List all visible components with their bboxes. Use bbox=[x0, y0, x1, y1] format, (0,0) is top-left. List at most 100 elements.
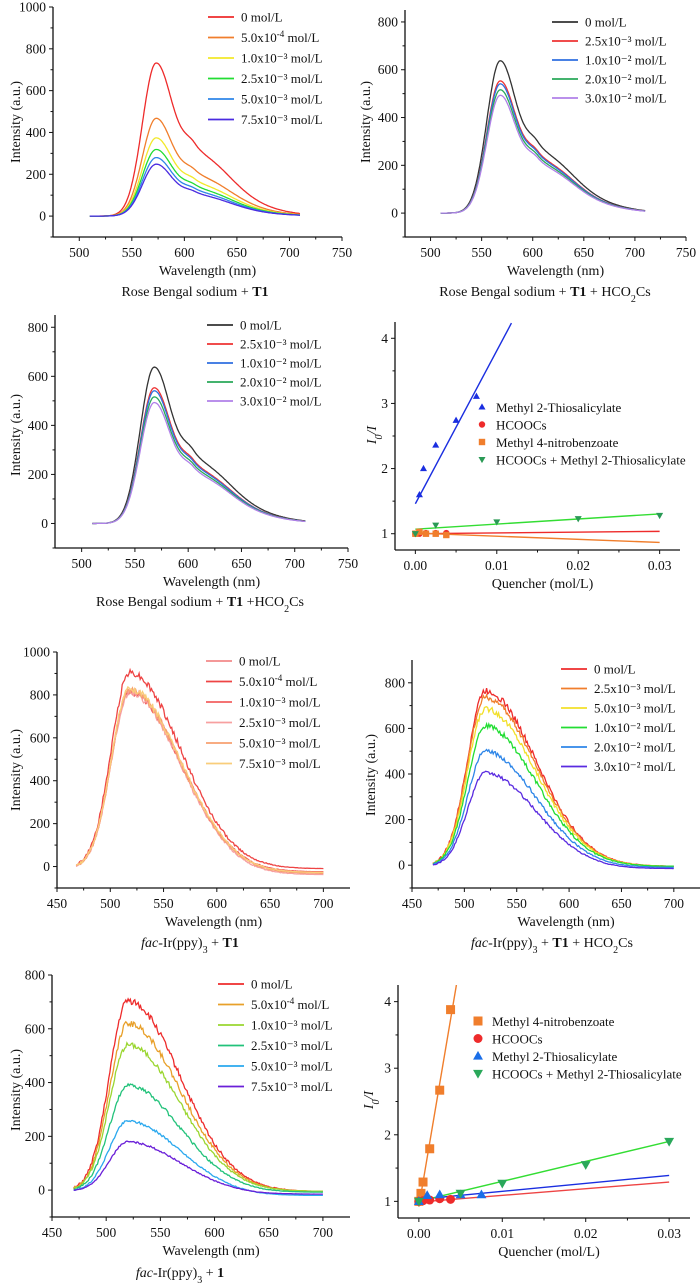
y-axis-label: Intensity (a.u.) bbox=[9, 729, 24, 811]
panel-caption: fac-Ir(ppy)3 + T1 bbox=[141, 936, 239, 956]
legend-label: 3.0x10⁻² mol/L bbox=[240, 394, 322, 409]
legend-label: 5.0x10⁻³ mol/L bbox=[594, 701, 676, 716]
x-tick-label: 600 bbox=[174, 245, 195, 260]
x-tick-label: 500 bbox=[69, 245, 90, 260]
data-point-triangle-up bbox=[452, 416, 460, 423]
legend-label: 7.5x10⁻³ mol/L bbox=[251, 1079, 333, 1094]
legend-item: 1.0x10⁻² mol/L bbox=[207, 356, 322, 371]
y-tick-label: 1000 bbox=[19, 0, 46, 15]
legend-label: 1.0x10⁻³ mol/L bbox=[241, 51, 323, 66]
legend-label: Methyl 2-Thiosalicylate bbox=[492, 1049, 618, 1064]
chart-panel-1: 500 550 600 650 700 750 0 200 400 600 800 1000 Wavel… bbox=[9, 0, 352, 300]
series-line bbox=[432, 721, 674, 867]
fit-line bbox=[418, 1174, 670, 1201]
y-tick-label: 1000 bbox=[23, 645, 50, 660]
series-line bbox=[89, 62, 301, 217]
legend-item: HCOOCs bbox=[473, 1032, 543, 1047]
data-point-square bbox=[418, 1177, 428, 1187]
legend-item: 0 mol/L bbox=[552, 15, 627, 30]
x-tick-label: 500 bbox=[72, 556, 93, 571]
legend-item: 1.0x10⁻³ mol/L bbox=[218, 1018, 333, 1033]
x-axis-label: Quencher (mol/L) bbox=[492, 577, 594, 592]
legend-item: 5.0x10⁻³ mol/L bbox=[206, 736, 321, 751]
y-tick-label: 3 bbox=[381, 396, 388, 411]
y-tick-label: 600 bbox=[28, 369, 49, 384]
legend-label: 2.0x10⁻² mol/L bbox=[585, 72, 667, 87]
panel-caption: fac-Ir(ppy)3 + T1 + HCO2Cs bbox=[471, 936, 633, 956]
y-tick-label: 600 bbox=[25, 1021, 46, 1036]
legend-label: 1.0x10⁻² mol/L bbox=[585, 53, 667, 68]
legend-label: 1.0x10⁻³ mol/L bbox=[251, 1018, 333, 1033]
y-tick-label: 400 bbox=[26, 125, 47, 140]
data-point-square bbox=[422, 530, 430, 537]
legend-item: HCOOCs + Methyl 2-Thiosalicylate bbox=[473, 1067, 682, 1082]
data-point-triangle-down bbox=[656, 512, 664, 520]
x-axis-label: Wavelength (nm) bbox=[159, 264, 257, 279]
y-tick-label: 3 bbox=[384, 1061, 391, 1076]
series-line bbox=[432, 748, 674, 869]
legend-item: 1.0x10⁻³ mol/L bbox=[208, 51, 323, 66]
x-tick-label: 550 bbox=[507, 896, 528, 911]
data-point-square bbox=[473, 1016, 483, 1026]
legend-item: 0 mol/L bbox=[207, 318, 282, 333]
data-point-square bbox=[446, 1005, 456, 1015]
legend: 0 mol/L 5.0x10-4 mol/L 1.0x10⁻³ mol/L 2.5x1… bbox=[206, 654, 321, 771]
data-point-triangle-down bbox=[493, 519, 501, 526]
y-tick-label: 200 bbox=[385, 812, 406, 827]
legend-label: 0 mol/L bbox=[239, 654, 281, 669]
data-point-triangle-up bbox=[434, 1189, 445, 1199]
chart-panel-3: 500 550 600 650 700 750 0 200 400 600 800 Wavelengt… bbox=[9, 315, 358, 615]
legend-label: 5.0x10⁻³ mol/L bbox=[241, 92, 323, 107]
y-tick-label: 800 bbox=[30, 687, 51, 702]
series-line bbox=[73, 1140, 323, 1195]
y-axis-label: Intensity (a.u.) bbox=[359, 81, 374, 163]
data-point-square bbox=[425, 1144, 435, 1154]
legend-label: 5.0x10-4 mol/L bbox=[241, 29, 319, 45]
y-tick-label: 0 bbox=[38, 1183, 45, 1198]
legend-item: 1.0x10⁻³ mol/L bbox=[206, 695, 321, 710]
x-axis-label: Wavelength (nm) bbox=[165, 915, 263, 930]
y-tick-label: 600 bbox=[26, 83, 47, 98]
legend-label: 0 mol/L bbox=[594, 662, 636, 677]
x-tick-label: 600 bbox=[523, 245, 544, 260]
series-line bbox=[89, 156, 300, 217]
y-tick-label: 4 bbox=[384, 994, 391, 1009]
x-tick-label: 450 bbox=[47, 896, 68, 911]
x-tick-label: 750 bbox=[332, 245, 353, 260]
legend: 0 mol/L 5.0x10-4 mol/L 1.0x10⁻³ mol/L 2.5x1… bbox=[218, 977, 333, 1094]
x-tick-label: 0.00 bbox=[404, 558, 428, 573]
legend-item: HCOOCs bbox=[478, 418, 547, 433]
data-point-triangle-down bbox=[455, 1189, 466, 1199]
x-tick-label: 450 bbox=[402, 896, 423, 911]
legend-item: 2.5x10⁻³ mol/L bbox=[207, 337, 322, 352]
data-point-triangle-down bbox=[473, 1069, 483, 1079]
x-tick-label: 600 bbox=[178, 556, 199, 571]
legend-label: HCOOCs + Methyl 2-Thiosalicylate bbox=[496, 453, 686, 468]
x-axis-label: Wavelength (nm) bbox=[162, 1244, 260, 1259]
legend-label: 7.5x10⁻³ mol/L bbox=[241, 112, 323, 127]
x-axis-label: Wavelength (nm) bbox=[517, 915, 615, 930]
x-tick-label: 600 bbox=[204, 1225, 225, 1240]
x-tick-label: 700 bbox=[625, 245, 646, 260]
data-point-triangle-up bbox=[472, 392, 480, 399]
series-line bbox=[89, 163, 300, 217]
data-point-triangle-down bbox=[497, 1179, 508, 1189]
legend-label: Methyl 2-Thiosalicylate bbox=[496, 400, 622, 415]
x-tick-label: 700 bbox=[664, 896, 685, 911]
series-line bbox=[75, 685, 324, 874]
legend-item: 5.0x10-4 mol/L bbox=[208, 29, 319, 45]
legend-item: Methyl 4-nitrobenzoate bbox=[473, 1014, 615, 1029]
legend-item: 5.0x10⁻³ mol/L bbox=[561, 701, 676, 716]
series-line bbox=[75, 667, 324, 870]
y-axis-label: I0/I bbox=[365, 425, 385, 446]
legend-item: 2.0x10⁻² mol/L bbox=[561, 740, 676, 755]
series-line bbox=[440, 60, 646, 214]
legend-item: 7.5x10⁻³ mol/L bbox=[206, 756, 321, 771]
fit-line bbox=[415, 530, 660, 535]
legend-label: 2.5x10⁻³ mol/L bbox=[239, 715, 321, 730]
y-tick-label: 200 bbox=[26, 167, 47, 182]
x-tick-label: 750 bbox=[676, 245, 697, 260]
x-axis-label: Wavelength (nm) bbox=[507, 264, 605, 279]
legend-label: 2.5x10⁻³ mol/L bbox=[594, 681, 676, 696]
series-line bbox=[432, 770, 674, 870]
